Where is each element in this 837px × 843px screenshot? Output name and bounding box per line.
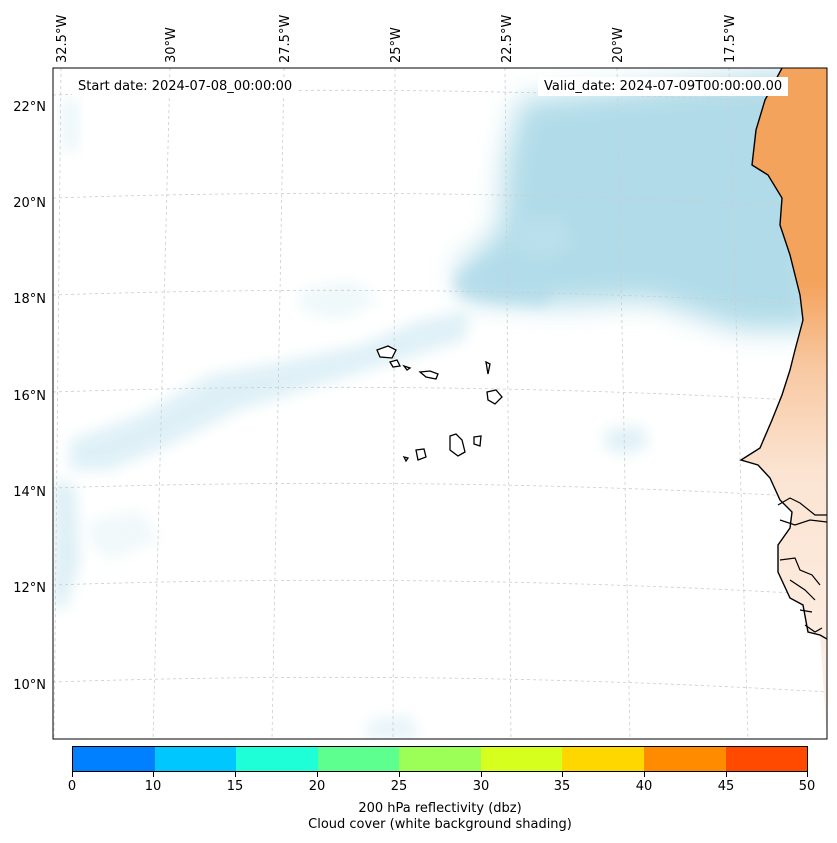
- lon-label: 17.5°W: [723, 15, 738, 63]
- bissau-islands: [779, 557, 823, 633]
- colorbar-segment: [317, 747, 400, 771]
- colorbar-tick-label: 15: [226, 779, 244, 794]
- colorbar-tick-label: 30: [472, 779, 490, 794]
- colorbar-tick: [644, 772, 645, 777]
- lat-label: 14°N: [13, 485, 46, 500]
- valid-date-label: Valid_date: 2024-07-09T00:00:00.00: [538, 77, 789, 96]
- lon-label: 27.5°W: [278, 15, 293, 63]
- africa-coastline: [739, 68, 827, 640]
- colorbar-tick: [399, 772, 400, 777]
- colorbar-title: 200 hPa reflectivity (dbz): [358, 801, 522, 816]
- lon-label: 22.5°W: [500, 15, 515, 63]
- colorbar-subtitle: Cloud cover (white background shading): [308, 817, 572, 832]
- colorbar-tick-label: 25: [390, 779, 408, 794]
- colorbar-segment: [236, 747, 318, 771]
- start-date-label: Start date: 2024-07-08_00:00:00: [72, 77, 299, 96]
- colorbar-tick: [235, 772, 236, 777]
- reflectivity-colorbar: [72, 746, 808, 772]
- colorbar-segment: [643, 747, 726, 771]
- colorbar-segment: [73, 747, 155, 771]
- colorbar-tick-label: 20: [308, 779, 326, 794]
- colorbar-segment: [725, 747, 808, 771]
- colorbar-tick-label: 50: [798, 779, 816, 794]
- lat-label: 18°N: [13, 292, 46, 307]
- map-frame: [52, 67, 828, 740]
- latitude-labels: 22°N 20°N 18°N 16°N 14°N 12°N 10°N: [13, 100, 46, 693]
- lat-label: 10°N: [13, 678, 46, 693]
- colorbar-tick: [481, 772, 482, 777]
- colorbar-tick: [72, 772, 73, 777]
- colorbar-tick: [562, 772, 563, 777]
- colorbar-tick-label: 0: [67, 779, 77, 794]
- lat-label: 16°N: [13, 389, 46, 404]
- longitude-labels: 32.5°W 30°W 27.5°W 25°W 22.5°W 20°W 17.5…: [55, 15, 738, 63]
- lat-label: 22°N: [13, 100, 46, 115]
- colorbar-segment: [480, 747, 563, 771]
- colorbar-segment: [399, 747, 481, 771]
- colorbar-tick: [317, 772, 318, 777]
- colorbar-tick-label: 10: [144, 779, 162, 794]
- colorbar-tick-label: 35: [553, 779, 571, 794]
- lon-label: 20°W: [611, 27, 626, 63]
- africa-landmass: [741, 68, 827, 739]
- colorbar-tick-label: 40: [635, 779, 653, 794]
- cloud-cover-shading: [53, 70, 820, 739]
- gambia-coastline: [777, 497, 827, 526]
- cape-verde-islands: [376, 345, 503, 463]
- lon-label: 30°W: [164, 27, 179, 63]
- lat-label: 20°N: [13, 196, 46, 211]
- lat-label: 12°N: [13, 581, 46, 596]
- lon-label: 25°W: [389, 27, 404, 63]
- colorbar-segment: [154, 747, 237, 771]
- lon-label: 32.5°W: [55, 15, 70, 63]
- colorbar-tick: [153, 772, 154, 777]
- colorbar-tick-label: 45: [717, 779, 735, 794]
- colorbar-tick: [726, 772, 727, 777]
- colorbar-tick: [807, 772, 808, 777]
- colorbar-segment: [562, 747, 644, 771]
